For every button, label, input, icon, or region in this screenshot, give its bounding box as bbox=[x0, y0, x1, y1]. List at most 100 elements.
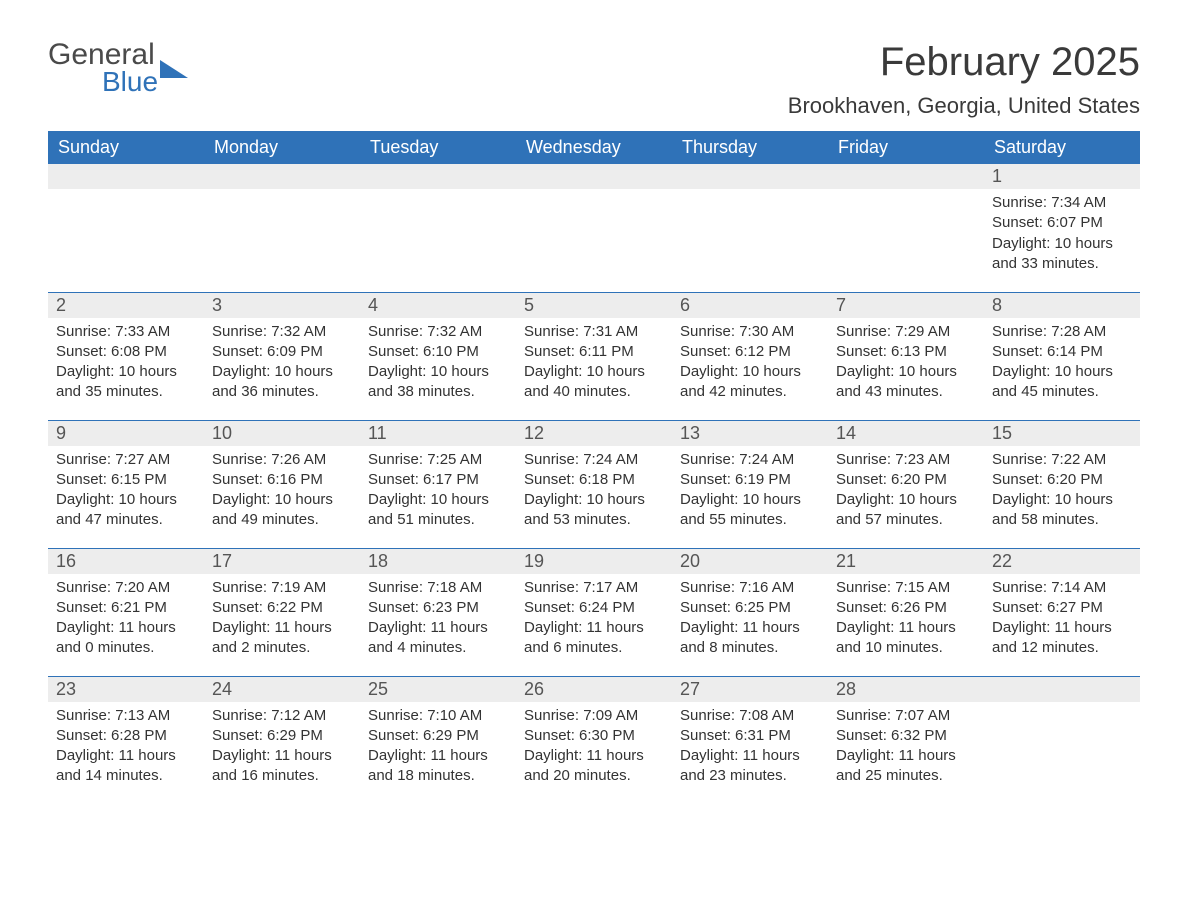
day-number: 12 bbox=[516, 421, 672, 446]
daylight-text: Daylight: 11 hours and 4 minutes. bbox=[368, 618, 508, 659]
daylight-text: Daylight: 11 hours and 18 minutes. bbox=[368, 746, 508, 787]
sunrise-text: Sunrise: 7:29 AM bbox=[836, 322, 976, 342]
daylight-text: Daylight: 10 hours and 43 minutes. bbox=[836, 362, 976, 403]
day-body: Sunrise: 7:32 AMSunset: 6:09 PMDaylight:… bbox=[204, 318, 360, 407]
day-number: 25 bbox=[360, 677, 516, 702]
daylight-text: Daylight: 10 hours and 45 minutes. bbox=[992, 362, 1132, 403]
calendar-thead: SundayMondayTuesdayWednesdayThursdayFrid… bbox=[48, 131, 1140, 164]
sunset-text: Sunset: 6:28 PM bbox=[56, 726, 196, 746]
calendar-day-cell bbox=[984, 676, 1140, 804]
sunrise-text: Sunrise: 7:12 AM bbox=[212, 706, 352, 726]
day-number: 18 bbox=[360, 549, 516, 574]
sunset-text: Sunset: 6:20 PM bbox=[836, 470, 976, 490]
sunrise-text: Sunrise: 7:07 AM bbox=[836, 706, 976, 726]
sunrise-text: Sunrise: 7:10 AM bbox=[368, 706, 508, 726]
day-number bbox=[360, 164, 516, 189]
day-body: Sunrise: 7:24 AMSunset: 6:19 PMDaylight:… bbox=[672, 446, 828, 535]
title-block: February 2025 Brookhaven, Georgia, Unite… bbox=[788, 40, 1140, 119]
day-number bbox=[516, 164, 672, 189]
header: General Blue February 2025 Brookhaven, G… bbox=[48, 40, 1140, 119]
sunrise-text: Sunrise: 7:17 AM bbox=[524, 578, 664, 598]
calendar-day-cell: 12Sunrise: 7:24 AMSunset: 6:18 PMDayligh… bbox=[516, 420, 672, 548]
calendar-day-cell: 28 Sunrise: 7:07 AMSunset: 6:32 PMDayligh… bbox=[828, 676, 984, 804]
location-subtitle: Brookhaven, Georgia, United States bbox=[788, 93, 1140, 119]
day-number: 9 bbox=[48, 421, 204, 446]
sunrise-text: Sunrise: 7:16 AM bbox=[680, 578, 820, 598]
daylight-text: Daylight: 10 hours and 38 minutes. bbox=[368, 362, 508, 403]
day-number: 26 bbox=[516, 677, 672, 702]
sunset-text: Sunset: 6:19 PM bbox=[680, 470, 820, 490]
day-body bbox=[984, 702, 1140, 710]
calendar-day-cell: 13Sunrise: 7:24 AMSunset: 6:19 PMDayligh… bbox=[672, 420, 828, 548]
day-number: 28 bbox=[828, 677, 984, 702]
sunset-text: Sunset: 6:09 PM bbox=[212, 342, 352, 362]
calendar-week-row: 9Sunrise: 7:27 AMSunset: 6:15 PMDaylight… bbox=[48, 420, 1140, 548]
sunset-text: Sunset: 6:30 PM bbox=[524, 726, 664, 746]
day-number: 27 bbox=[672, 677, 828, 702]
calendar-day-cell bbox=[516, 164, 672, 292]
sunrise-text: Sunrise: 7:34 AM bbox=[992, 193, 1132, 213]
calendar-day-cell: 19Sunrise: 7:17 AMSunset: 6:24 PMDayligh… bbox=[516, 548, 672, 676]
day-number: 24 bbox=[204, 677, 360, 702]
day-body bbox=[672, 189, 828, 197]
calendar-week-row: 23Sunrise: 7:13 AMSunset: 6:28 PMDayligh… bbox=[48, 676, 1140, 804]
calendar-day-cell: 2Sunrise: 7:33 AMSunset: 6:08 PMDaylight… bbox=[48, 292, 204, 420]
sunrise-text: Sunrise: 7:32 AM bbox=[212, 322, 352, 342]
calendar-day-cell: 5Sunrise: 7:31 AMSunset: 6:11 PMDaylight… bbox=[516, 292, 672, 420]
day-body bbox=[516, 189, 672, 197]
sunset-text: Sunset: 6:23 PM bbox=[368, 598, 508, 618]
day-body: Sunrise: 7:27 AMSunset: 6:15 PMDaylight:… bbox=[48, 446, 204, 535]
calendar-day-cell: 25Sunrise: 7:10 AMSunset: 6:29 PMDayligh… bbox=[360, 676, 516, 804]
daylight-text: Daylight: 10 hours and 47 minutes. bbox=[56, 490, 196, 531]
day-body: Sunrise: 7:25 AMSunset: 6:17 PMDaylight:… bbox=[360, 446, 516, 535]
daylight-text: Daylight: 11 hours and 12 minutes. bbox=[992, 618, 1132, 659]
sunset-text: Sunset: 6:29 PM bbox=[212, 726, 352, 746]
calendar-day-cell: 14Sunrise: 7:23 AMSunset: 6:20 PMDayligh… bbox=[828, 420, 984, 548]
day-body: Sunrise: 7:24 AMSunset: 6:18 PMDaylight:… bbox=[516, 446, 672, 535]
day-number bbox=[672, 164, 828, 189]
day-number bbox=[828, 164, 984, 189]
day-body bbox=[48, 189, 204, 197]
sunrise-text: Sunrise: 7:20 AM bbox=[56, 578, 196, 598]
calendar-week-row: 1Sunrise: 7:34 AMSunset: 6:07 PMDaylight… bbox=[48, 164, 1140, 292]
daylight-text: Daylight: 10 hours and 55 minutes. bbox=[680, 490, 820, 531]
daylight-text: Daylight: 11 hours and 25 minutes. bbox=[836, 746, 976, 787]
day-body bbox=[204, 189, 360, 197]
weekday-header: Saturday bbox=[984, 131, 1140, 164]
calendar-day-cell bbox=[360, 164, 516, 292]
calendar-day-cell: 16Sunrise: 7:20 AMSunset: 6:21 PMDayligh… bbox=[48, 548, 204, 676]
day-number: 11 bbox=[360, 421, 516, 446]
sunset-text: Sunset: 6:13 PM bbox=[836, 342, 976, 362]
calendar-week-row: 16Sunrise: 7:20 AMSunset: 6:21 PMDayligh… bbox=[48, 548, 1140, 676]
calendar-day-cell: 9Sunrise: 7:27 AMSunset: 6:15 PMDaylight… bbox=[48, 420, 204, 548]
calendar-day-cell: 24 Sunrise: 7:12 AMSunset: 6:29 PMDayligh… bbox=[204, 676, 360, 804]
calendar-day-cell: 17Sunrise: 7:19 AMSunset: 6:22 PMDayligh… bbox=[204, 548, 360, 676]
day-body: Sunrise: 7:22 AMSunset: 6:20 PMDaylight:… bbox=[984, 446, 1140, 535]
daylight-text: Daylight: 10 hours and 51 minutes. bbox=[368, 490, 508, 531]
day-body: Sunrise: 7:30 AMSunset: 6:12 PMDaylight:… bbox=[672, 318, 828, 407]
sunrise-text: Sunrise: 7:31 AM bbox=[524, 322, 664, 342]
day-body: Sunrise: 7:23 AMSunset: 6:20 PMDaylight:… bbox=[828, 446, 984, 535]
day-number: 20 bbox=[672, 549, 828, 574]
calendar-day-cell: 27Sunrise: 7:08 AMSunset: 6:31 PMDayligh… bbox=[672, 676, 828, 804]
sunset-text: Sunset: 6:27 PM bbox=[992, 598, 1132, 618]
calendar-day-cell: 20Sunrise: 7:16 AMSunset: 6:25 PMDayligh… bbox=[672, 548, 828, 676]
weekday-header: Friday bbox=[828, 131, 984, 164]
weekday-header: Wednesday bbox=[516, 131, 672, 164]
weekday-header: Tuesday bbox=[360, 131, 516, 164]
sunset-text: Sunset: 6:32 PM bbox=[836, 726, 976, 746]
calendar-day-cell: 15Sunrise: 7:22 AMSunset: 6:20 PMDayligh… bbox=[984, 420, 1140, 548]
weekday-header: Sunday bbox=[48, 131, 204, 164]
calendar-day-cell bbox=[672, 164, 828, 292]
calendar-day-cell: 26Sunrise: 7:09 AMSunset: 6:30 PMDayligh… bbox=[516, 676, 672, 804]
sunset-text: Sunset: 6:17 PM bbox=[368, 470, 508, 490]
daylight-text: Daylight: 10 hours and 36 minutes. bbox=[212, 362, 352, 403]
calendar-table: SundayMondayTuesdayWednesdayThursdayFrid… bbox=[48, 131, 1140, 804]
sunset-text: Sunset: 6:12 PM bbox=[680, 342, 820, 362]
daylight-text: Daylight: 11 hours and 16 minutes. bbox=[212, 746, 352, 787]
calendar-day-cell: 4Sunrise: 7:32 AMSunset: 6:10 PMDaylight… bbox=[360, 292, 516, 420]
logo: General Blue bbox=[48, 40, 188, 98]
day-body: Sunrise: 7:19 AMSunset: 6:22 PMDaylight:… bbox=[204, 574, 360, 663]
day-number: 14 bbox=[828, 421, 984, 446]
logo-word2: Blue bbox=[102, 66, 158, 98]
